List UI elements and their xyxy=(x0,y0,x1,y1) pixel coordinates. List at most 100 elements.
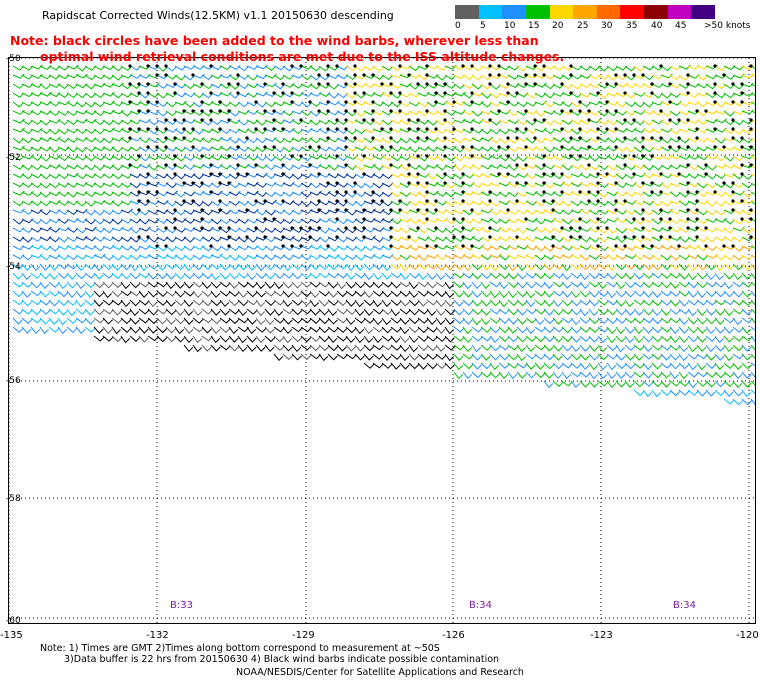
wind-barb xyxy=(327,119,340,126)
wind-barb xyxy=(624,308,635,316)
flag-circle xyxy=(425,127,429,131)
wind-barb xyxy=(399,326,410,335)
wind-barb xyxy=(336,281,346,290)
wind-barb xyxy=(246,326,257,335)
wind-barb xyxy=(687,173,700,179)
flag-circle xyxy=(227,109,231,113)
wind-barb xyxy=(705,164,717,171)
wind-barb xyxy=(597,371,608,380)
flag-circle xyxy=(686,118,690,122)
wind-barb xyxy=(516,362,528,369)
wind-barb xyxy=(723,172,736,178)
wind-barb xyxy=(192,190,205,196)
wind-barb xyxy=(597,353,609,361)
wind-barb xyxy=(327,326,339,333)
wind-barb xyxy=(327,110,340,116)
wind-barb xyxy=(120,110,132,117)
wind-barb xyxy=(534,344,546,351)
wind-barb xyxy=(291,182,304,188)
flag-circle xyxy=(578,154,582,158)
wind-barb xyxy=(723,290,734,298)
flag-circle xyxy=(578,127,582,131)
flag-circle xyxy=(587,118,591,122)
flag-circle xyxy=(416,181,420,185)
wind-barb xyxy=(309,182,321,189)
wind-barb xyxy=(219,91,232,97)
wind-barb xyxy=(291,83,304,89)
flag-circle xyxy=(614,181,618,185)
wind-barb xyxy=(651,380,663,388)
wind-barb xyxy=(624,335,635,344)
flag-circle xyxy=(578,226,582,230)
wind-barb xyxy=(525,272,537,279)
wind-barb xyxy=(183,164,196,171)
flag-circle xyxy=(326,73,330,77)
wind-barb xyxy=(471,344,482,353)
wind-barb xyxy=(129,272,141,280)
wind-barb xyxy=(57,218,70,225)
wind-barb xyxy=(444,83,457,90)
wind-barb xyxy=(642,299,654,306)
wind-barb xyxy=(228,128,241,134)
wind-barb xyxy=(381,74,394,81)
wind-barb xyxy=(714,83,726,90)
wind-barb xyxy=(471,290,482,298)
wind-barb xyxy=(678,299,689,307)
flag-circle xyxy=(335,154,339,158)
wind-barb xyxy=(651,299,663,307)
wind-barb xyxy=(291,308,303,316)
wind-barb xyxy=(111,254,123,261)
wind-barb xyxy=(354,191,366,198)
flag-circle xyxy=(686,91,690,95)
wind-barb xyxy=(480,335,492,342)
wind-barb xyxy=(453,209,466,215)
wind-barb xyxy=(543,263,554,271)
wind-barb xyxy=(102,127,115,133)
wind-barb xyxy=(516,128,528,135)
wind-barb xyxy=(228,326,239,335)
wind-barb xyxy=(327,173,340,179)
wind-barb xyxy=(84,299,96,306)
flag-circle xyxy=(353,226,357,230)
wind-barb xyxy=(273,281,284,290)
wind-barb xyxy=(534,326,546,333)
flag-circle xyxy=(731,82,735,86)
wind-barb xyxy=(246,83,259,89)
wind-barb xyxy=(543,128,555,135)
wind-barb xyxy=(84,101,96,108)
wind-barb xyxy=(597,191,609,198)
wind-barb xyxy=(606,317,618,325)
wind-barb xyxy=(102,326,113,334)
wind-barb xyxy=(723,119,735,126)
wind-barb xyxy=(399,353,410,362)
flag-circle xyxy=(524,145,528,149)
flag-circle xyxy=(353,73,357,77)
wind-barb xyxy=(732,290,743,298)
wind-barb xyxy=(138,146,151,152)
wind-barb xyxy=(471,335,483,342)
wind-barb xyxy=(579,173,592,179)
flag-circle xyxy=(128,163,132,167)
wind-barb xyxy=(399,182,412,188)
wind-barb xyxy=(399,272,410,280)
wind-barb xyxy=(174,335,185,343)
wind-barb xyxy=(327,299,339,306)
flag-circle xyxy=(596,172,600,176)
wind-barb xyxy=(561,317,573,324)
wind-barb xyxy=(696,182,708,189)
wind-barb xyxy=(435,254,448,260)
flag-circle xyxy=(344,208,348,212)
wind-barb xyxy=(273,344,285,351)
wind-barb xyxy=(165,317,176,325)
wind-barb xyxy=(678,308,690,315)
wind-barb xyxy=(480,208,493,214)
wind-barb xyxy=(291,335,303,343)
flag-circle xyxy=(407,172,411,176)
flag-circle xyxy=(335,217,339,221)
wind-barb xyxy=(174,281,185,289)
wind-barb xyxy=(642,389,653,398)
wind-barb xyxy=(327,272,339,279)
wind-barb xyxy=(336,227,348,234)
wind-barb xyxy=(255,119,267,126)
wind-barb xyxy=(219,326,231,334)
